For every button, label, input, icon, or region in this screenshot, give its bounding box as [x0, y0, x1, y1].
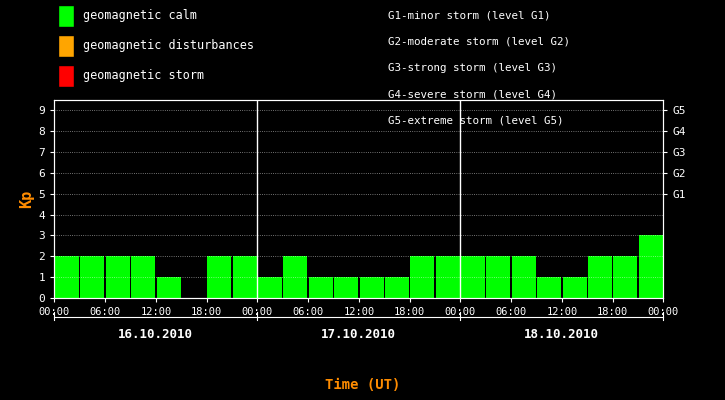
- Bar: [157, 277, 181, 298]
- Text: 18.10.2010: 18.10.2010: [524, 328, 600, 340]
- Y-axis label: Kp: Kp: [20, 190, 34, 208]
- Bar: [385, 277, 409, 298]
- Bar: [131, 256, 155, 298]
- Bar: [258, 277, 282, 298]
- Text: Time (UT): Time (UT): [325, 378, 400, 392]
- Bar: [512, 256, 536, 298]
- Bar: [486, 256, 510, 298]
- Bar: [537, 277, 561, 298]
- Bar: [613, 256, 637, 298]
- Bar: [563, 277, 587, 298]
- Bar: [106, 256, 130, 298]
- Text: 17.10.2010: 17.10.2010: [321, 328, 397, 340]
- Bar: [55, 256, 79, 298]
- Text: G3-strong storm (level G3): G3-strong storm (level G3): [388, 63, 557, 73]
- Bar: [309, 277, 333, 298]
- Bar: [334, 277, 358, 298]
- Text: G4-severe storm (level G4): G4-severe storm (level G4): [388, 89, 557, 99]
- Text: G1-minor storm (level G1): G1-minor storm (level G1): [388, 10, 550, 20]
- Text: geomagnetic disturbances: geomagnetic disturbances: [83, 40, 254, 52]
- Bar: [360, 277, 384, 298]
- Bar: [233, 256, 257, 298]
- Bar: [283, 256, 307, 298]
- Text: G2-moderate storm (level G2): G2-moderate storm (level G2): [388, 36, 570, 46]
- Bar: [588, 256, 612, 298]
- Bar: [639, 236, 663, 298]
- Bar: [461, 256, 485, 298]
- Bar: [410, 256, 434, 298]
- Bar: [664, 256, 688, 298]
- Text: geomagnetic storm: geomagnetic storm: [83, 70, 204, 82]
- Text: geomagnetic calm: geomagnetic calm: [83, 10, 196, 22]
- Text: 16.10.2010: 16.10.2010: [118, 328, 194, 340]
- Bar: [207, 256, 231, 298]
- Text: G5-extreme storm (level G5): G5-extreme storm (level G5): [388, 116, 563, 126]
- Bar: [80, 256, 104, 298]
- Bar: [436, 256, 460, 298]
